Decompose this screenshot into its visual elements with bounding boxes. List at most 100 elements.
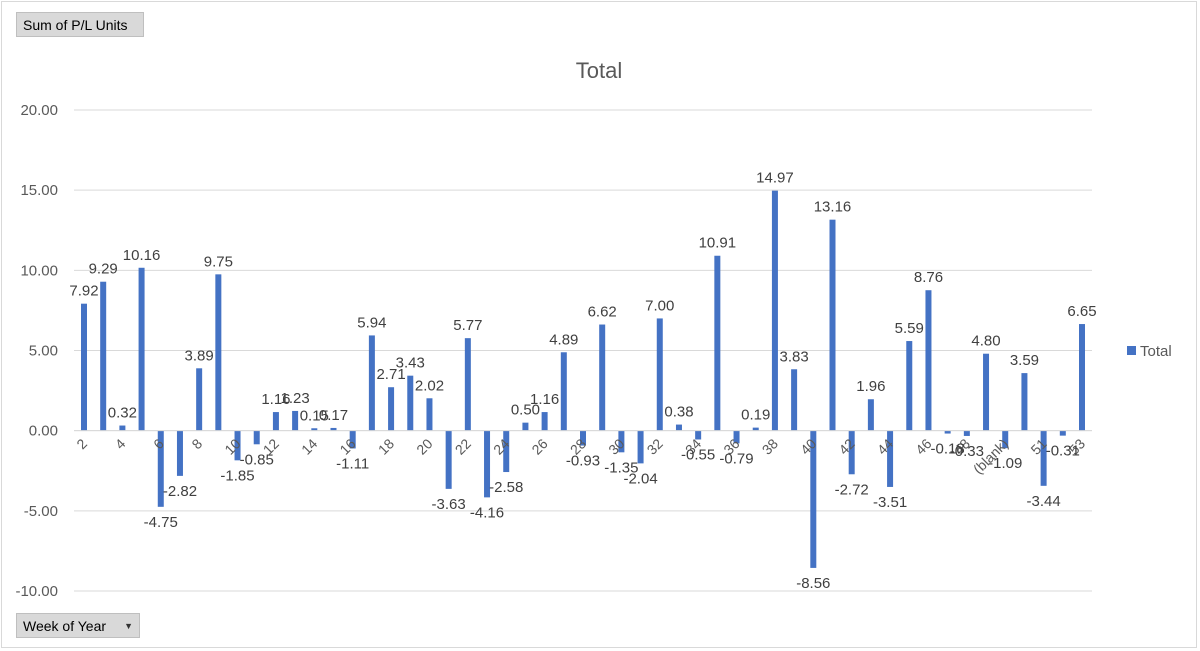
y-tick-label: 0.00 [29, 423, 58, 440]
bar [349, 430, 356, 449]
axis-field-label: Week of Year [23, 617, 107, 634]
data-label: 4.80 [971, 333, 1000, 350]
data-label: 3.89 [185, 347, 214, 364]
bar [695, 430, 702, 440]
data-label: -2.04 [623, 470, 657, 487]
bar [618, 430, 625, 453]
bar [253, 430, 260, 445]
data-label: -0.55 [681, 446, 715, 463]
bar [100, 281, 107, 431]
x-tick-label: 18 [375, 435, 397, 457]
data-label: 13.16 [814, 199, 852, 216]
data-label: -1.85 [220, 467, 254, 484]
data-label: 0.38 [664, 404, 693, 421]
y-tick-label: 15.00 [20, 182, 58, 199]
data-label: -1.11 [336, 455, 369, 472]
bar [522, 422, 529, 431]
bar [484, 430, 491, 498]
bar [503, 430, 510, 473]
data-label: 9.29 [89, 261, 118, 278]
y-tick-label: -10.00 [15, 583, 58, 600]
bar [810, 430, 817, 568]
bar [963, 430, 970, 436]
bar [829, 219, 836, 431]
values-field-label: Sum of P/L Units [23, 16, 128, 33]
bar [426, 398, 433, 431]
data-label: -0.31 [1046, 443, 1080, 460]
data-label: 0.19 [741, 407, 770, 424]
bar [1040, 430, 1047, 486]
bar [157, 430, 164, 507]
data-label: -4.75 [144, 514, 178, 531]
bar-series [81, 190, 1085, 568]
bar [176, 430, 183, 476]
data-label: 1.16 [530, 391, 559, 408]
data-label: 9.75 [204, 253, 233, 270]
bar [311, 428, 318, 431]
bar [867, 399, 874, 431]
data-label: -3.63 [432, 496, 466, 513]
bar [656, 318, 663, 431]
data-label: 0.15 [300, 407, 329, 424]
x-tick-label: 4 [112, 435, 129, 452]
bar [1002, 430, 1009, 449]
data-label: 3.83 [780, 348, 809, 365]
data-label: -0.79 [719, 450, 753, 467]
dropdown-arrow-icon: ▼ [124, 620, 133, 631]
data-label: 5.59 [895, 320, 924, 337]
data-label: 6.65 [1067, 303, 1096, 320]
bar [887, 430, 894, 487]
data-label: -0.93 [566, 453, 600, 470]
data-label: 10.91 [699, 235, 737, 252]
data-label: 0.17 [319, 407, 348, 424]
legend-swatch [1127, 346, 1136, 355]
bar [196, 368, 203, 431]
bar [292, 410, 299, 431]
x-tick-label: 20 [413, 435, 435, 457]
data-label: -0.85 [240, 451, 274, 468]
bar [138, 267, 145, 431]
x-tick-label: 2 [73, 435, 90, 452]
gridlines [74, 109, 1092, 592]
y-axis-ticks: 20.00 15.00 10.00 5.00 0.00 -5.00 -10.00 [15, 102, 58, 600]
x-tick-label: 14 [298, 435, 320, 457]
bar [1059, 430, 1066, 436]
data-label: 1.96 [856, 378, 885, 395]
data-label: -0.33 [950, 443, 984, 460]
axis-field-button[interactable]: Week of Year ▼ [16, 613, 140, 638]
bar [272, 412, 279, 431]
data-labels: 7.92 9.29 0.32 10.16 -4.75 -2.82 3.89 9.75 -1.85… [69, 170, 1096, 592]
data-label: 2.71 [376, 366, 405, 383]
data-label: 5.77 [453, 317, 482, 334]
bar [445, 430, 452, 489]
bar [580, 430, 586, 446]
bar [368, 335, 375, 431]
bar [330, 427, 337, 431]
x-tick-label: 22 [452, 435, 474, 457]
bar [791, 369, 798, 431]
y-tick-label: 5.00 [29, 343, 58, 360]
x-tick-label: 8 [188, 435, 205, 452]
data-label: 3.59 [1010, 352, 1039, 369]
bar [388, 387, 395, 431]
data-label: 0.50 [511, 402, 540, 419]
bar [848, 430, 855, 475]
data-label: 3.43 [396, 355, 425, 372]
values-field-button[interactable]: Sum of P/L Units [16, 12, 144, 37]
bar [675, 424, 682, 431]
data-label: -2.82 [163, 483, 197, 500]
bar [944, 430, 951, 434]
bar [234, 430, 241, 461]
chart-title: Total [576, 58, 622, 83]
bar [541, 412, 548, 431]
data-label: 10.16 [123, 247, 161, 264]
data-label: 7.92 [69, 283, 98, 300]
bar [637, 430, 644, 464]
bar [215, 274, 222, 431]
data-label: -1.09 [988, 455, 1022, 472]
bar [119, 425, 126, 431]
data-label: 6.62 [588, 304, 617, 321]
data-label: -8.56 [796, 575, 830, 592]
bar [983, 353, 990, 431]
